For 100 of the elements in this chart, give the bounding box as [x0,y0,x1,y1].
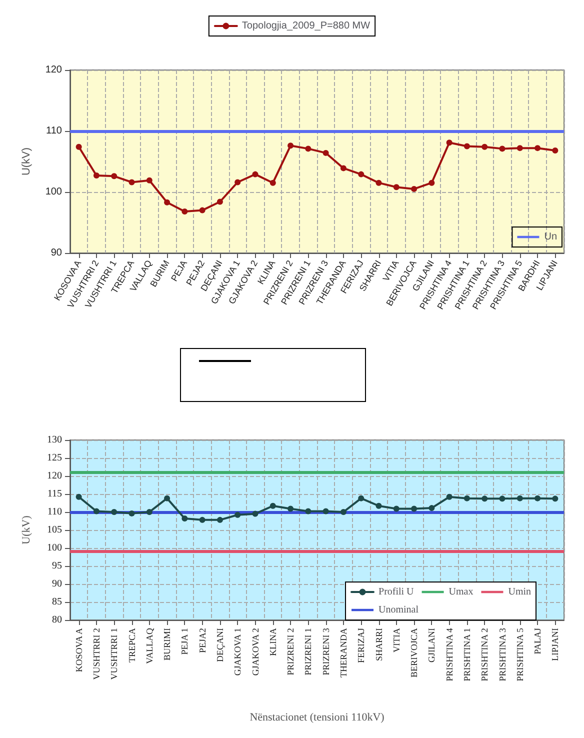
point [234,512,241,518]
point [182,515,188,522]
point [305,508,312,514]
point [340,165,346,172]
x-tick-label: SHARRI [374,628,384,662]
x-tick-label: VALLAQ [144,628,154,664]
y-tick-label: 90 [52,578,62,590]
y-tick-label: 130 [47,434,62,446]
point [234,179,241,186]
y-tick-label: 105 [47,524,62,536]
point [482,144,488,150]
y-axis-title: U(kV) [20,515,32,544]
point [446,494,452,500]
point [146,177,152,184]
legend-label: Topologjia_2009_P=880 MW [242,20,371,32]
x-tick-label: VITIA [391,628,402,652]
point [93,508,100,514]
point [393,506,400,512]
x-tick-label: PRIZRENI 1 [303,628,314,676]
y-tick-label: 95 [52,560,62,572]
legend-label: Profili U [378,586,415,598]
y-tick-label: 85 [52,596,62,608]
point [428,505,435,512]
x-tick-label: PRISHTINA 4 [444,628,454,682]
y-tick-label: 110 [47,506,62,518]
point [93,172,100,179]
y-tick-label: 120 [45,64,62,76]
point [164,199,170,206]
point [252,510,258,517]
point [464,143,470,150]
point [516,145,523,152]
x-tick-label: TREPCA [126,628,137,663]
point [270,180,276,186]
y-tick-label: 80 [52,614,62,626]
point [464,495,470,502]
y-tick-label: 100 [45,186,62,198]
y-tick-label: 125 [47,452,62,464]
point [111,509,118,515]
point [552,148,558,154]
point [322,508,329,514]
point [499,146,506,152]
point [164,495,170,502]
point [111,173,118,180]
point [182,208,188,215]
x-tick-label: PRISHTINA 1 [462,628,472,682]
point [76,144,82,150]
x-tick-label: PRIZRENI 2 [286,628,296,676]
point [552,496,558,502]
x-tick-label: KOSOVA A [74,628,84,672]
legend-label: Unominal [378,604,419,616]
point [411,186,418,192]
x-tick-label: BERIVOJCA [409,628,420,678]
x-tick-label: GJAKOVA 2 [250,628,260,676]
point [411,506,418,512]
legend-label: Un [544,232,558,242]
point [305,146,312,152]
y-tick-label: 110 [46,126,62,136]
x-tick-label: PEJA2 [197,628,208,654]
point [270,502,276,509]
point [199,207,206,214]
point [76,494,82,500]
point [252,171,258,178]
point [146,509,152,515]
y-tick-label: 115 [47,488,62,500]
point [322,150,329,156]
x-tick-label: PEJA 1 [180,628,190,655]
x-tick-label: THERANDA [338,628,348,678]
point [358,495,364,502]
x-tick-label: PRISHTINA 2 [480,628,490,682]
point [199,516,206,523]
legend-label: Umin [508,586,532,598]
point [446,140,452,146]
point [128,179,135,186]
x-tick-label: GJAKOVA 1 [232,628,243,676]
point [376,502,382,509]
y-tick-label: 100 [47,542,62,554]
point [534,495,541,502]
point [516,495,523,502]
x-tick-label: GJILANI [426,628,437,662]
point [534,145,541,152]
point [376,180,382,186]
point [358,171,364,178]
legend-label: Umax [448,586,474,598]
point [499,496,506,502]
x-axis-title: Nënstacionet (tensioni 110kV) [250,712,385,724]
x-tick-label: BURIMI [162,628,172,661]
x-tick-label: PRIZRENI 3 [320,628,331,676]
point [216,516,223,523]
point [288,506,294,512]
point [428,180,435,186]
x-tick-label: PALAJ [532,628,543,654]
y-tick-label: 90 [50,248,62,258]
y-tick-label: 120 [47,470,62,482]
x-tick-label: DEÇANI [214,628,225,662]
point [128,510,135,516]
point [393,184,400,190]
x-tick-label: PRISHTINA 5 [514,628,525,682]
x-tick-label: KLINA [268,628,278,656]
point [288,142,294,149]
point [216,198,223,205]
